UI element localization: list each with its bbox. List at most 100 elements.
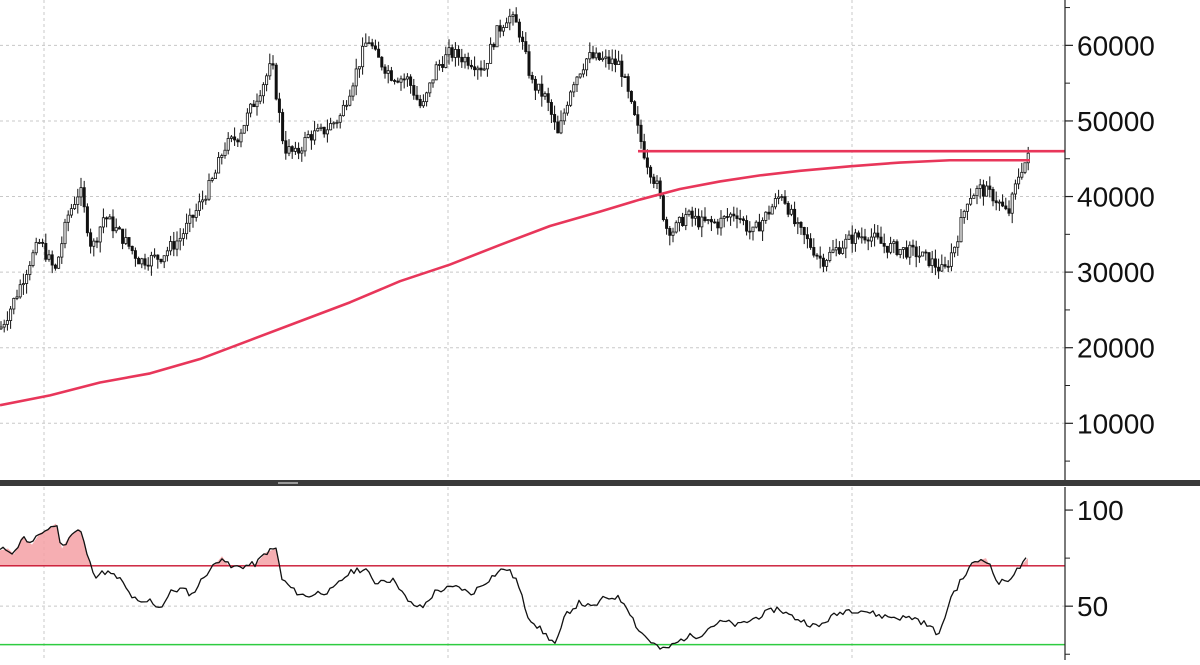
price-candle-body[interactable] [351,85,355,97]
price-candle-body[interactable] [9,308,13,321]
price-candle-body[interactable] [617,60,621,65]
price-candle-body[interactable] [473,66,477,71]
price-candle-body[interactable] [249,103,253,114]
price-candle-body[interactable] [265,75,269,86]
price-candle-body[interactable] [837,247,841,254]
price-candle-body[interactable] [434,64,438,81]
price-candle-body[interactable] [316,128,320,132]
price-candle-body[interactable] [220,155,224,158]
pane-separator-bar[interactable] [0,480,1200,486]
price-candle-body[interactable] [812,247,816,256]
price-candle-body[interactable] [578,73,582,78]
price-candle-body[interactable] [79,187,83,198]
price-indicator-lines[interactable] [0,149,1065,407]
price-candle-body[interactable] [725,216,729,218]
price-candle-body[interactable] [178,237,182,242]
price-candle-body[interactable] [898,248,902,255]
price-candle-body[interactable] [581,69,585,75]
price-candle-body[interactable] [153,254,157,257]
price-candle-body[interactable] [751,226,755,233]
price-candle-body[interactable] [463,56,467,63]
price-candle-body[interactable] [969,197,973,205]
price-candle-body[interactable] [674,222,678,233]
price-candle-body[interactable] [63,221,67,245]
price-candle-body[interactable] [159,258,163,263]
price-candle-body[interactable] [956,241,960,248]
price-candle-body[interactable] [297,147,301,154]
price-candle-body[interactable] [626,76,630,92]
price-candle-body[interactable] [495,25,499,48]
price-candle-body[interactable] [988,185,992,190]
price-candle-body[interactable] [149,254,153,267]
price-candle-body[interactable] [338,115,342,123]
price-candle-body[interactable] [431,79,435,84]
price-candle-body[interactable] [476,67,480,71]
price-candle-body[interactable] [777,196,781,199]
price-candle-body[interactable] [329,123,333,131]
price-candle-body[interactable] [741,218,745,221]
price-candle-body[interactable] [367,42,371,45]
price-candle-body[interactable] [1020,171,1024,178]
price-candle-body[interactable] [89,232,93,247]
pane-separator[interactable] [0,480,1200,486]
rsi-line[interactable] [0,525,1027,650]
price-candle-body[interactable] [719,217,723,229]
price-candle-body[interactable] [53,264,57,269]
price-candle-body[interactable] [773,198,777,208]
price-candle-body[interactable] [911,244,915,248]
price-candle-body[interactable] [402,78,406,81]
price-candle-body[interactable] [92,240,96,247]
price-candle-body[interactable] [953,246,957,254]
price-candle-body[interactable] [783,196,787,204]
price-candle-body[interactable] [466,56,470,66]
price-candle-body[interactable] [530,75,534,80]
price-candle-body[interactable] [805,234,809,240]
price-candle-body[interactable] [66,214,70,223]
price-candle-body[interactable] [117,227,121,230]
price-candle-body[interactable] [76,196,80,205]
price-candle-body[interactable] [185,222,189,235]
price-candle-body[interactable] [681,216,685,226]
price-candle-body[interactable] [5,320,9,325]
price-candle-body[interactable] [703,216,707,221]
price-candle-body[interactable] [25,274,29,284]
price-candle-body[interactable] [738,218,742,220]
price-candle-body[interactable] [623,76,627,78]
price-candle-body[interactable] [732,213,736,217]
price-candle-body[interactable] [802,227,806,236]
price-candle-body[interactable] [505,22,509,28]
price-candle-body[interactable] [1007,208,1011,214]
price-candle-body[interactable] [677,216,681,224]
price-candle-body[interactable] [610,58,614,65]
price-candle-body[interactable] [405,76,409,80]
price-candle-body[interactable] [140,258,144,265]
price-candle-body[interactable] [41,241,45,244]
price-candle-body[interactable] [108,216,112,220]
price-candle-body[interactable] [447,47,451,56]
price-candle-body[interactable] [383,66,387,74]
price-candle-body[interactable] [469,64,473,68]
price-candle-body[interactable] [210,178,214,181]
price-candle-body[interactable] [309,134,313,141]
price-candle-body[interactable] [271,63,275,66]
price-candle-body[interactable] [597,52,601,61]
price-candle-body[interactable] [425,92,429,103]
price-candle-body[interactable] [914,246,918,258]
price-candle-body[interactable] [649,166,653,178]
price-candle-body[interactable] [908,244,912,258]
price-candle-body[interactable] [524,41,528,53]
price-candle-body[interactable] [668,228,672,236]
price-candle-body[interactable] [697,215,701,228]
price-candle-body[interactable] [937,266,941,272]
price-candle-body[interactable] [453,49,457,58]
pane-resize-handle[interactable] [278,482,298,484]
price-candle-body[interactable] [137,257,141,265]
price-candle-body[interactable] [255,100,259,108]
price-candle-body[interactable] [857,232,861,238]
price-candle-body[interactable] [671,231,675,236]
price-candle-body[interactable] [866,239,870,242]
price-candle-body[interactable] [601,57,605,61]
price-candle-body[interactable] [517,21,521,38]
price-candle-body[interactable] [962,210,966,218]
